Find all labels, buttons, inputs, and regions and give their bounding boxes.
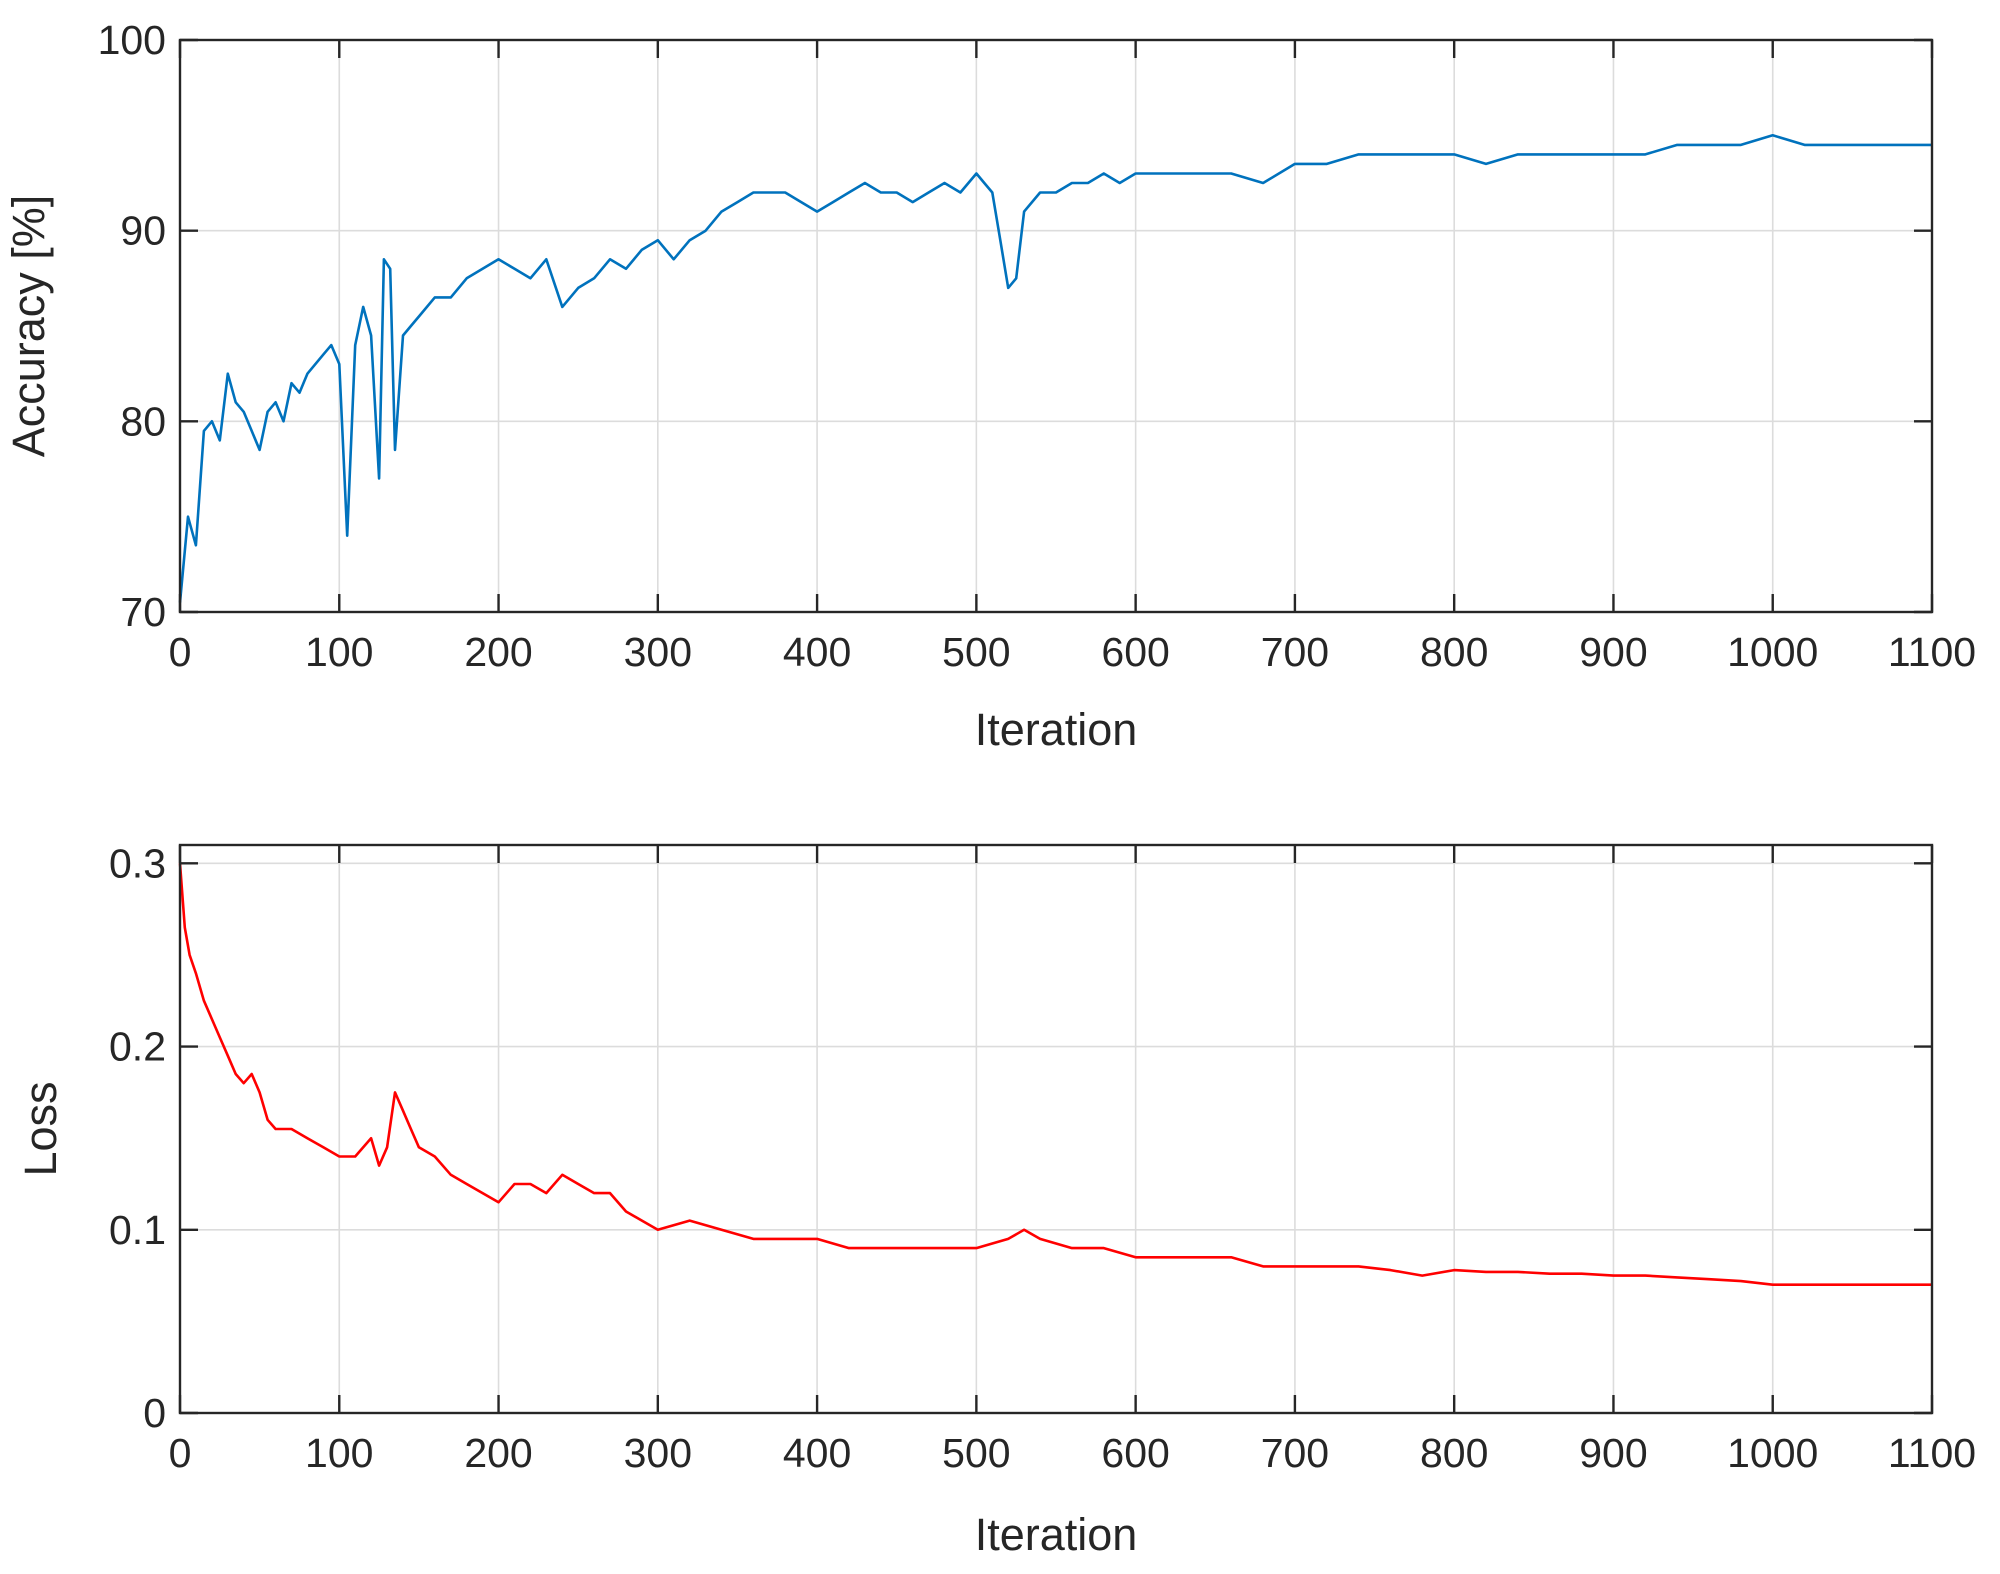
x-tick-label: 1000: [1727, 1430, 1818, 1476]
x-tick-label: 300: [624, 1430, 692, 1476]
x-tick-label: 500: [942, 1430, 1010, 1476]
x-axis-label: Iteration: [975, 1509, 1138, 1560]
y-tick-label: 90: [120, 208, 166, 254]
x-tick-label: 500: [942, 629, 1010, 675]
x-tick-label: 100: [305, 1430, 373, 1476]
x-axis-label: Iteration: [975, 704, 1138, 755]
x-tick-label: 1100: [1888, 629, 1976, 675]
y-tick-label: 0.2: [109, 1024, 166, 1070]
y-tick-label: 0.3: [109, 840, 166, 886]
x-tick-label: 900: [1579, 629, 1647, 675]
y-axis-label: Accuracy [%]: [3, 195, 54, 458]
x-tick-label: 600: [1101, 629, 1169, 675]
x-tick-label: 400: [783, 629, 851, 675]
series-line-accuracy: [178, 134, 1932, 603]
x-tick-label: 800: [1420, 1430, 1488, 1476]
x-tick-label: 700: [1261, 1430, 1329, 1476]
accuracy-chart: 0 100 200 300 400 500 600 700 800 900 1000 1100 70 80…: [3, 17, 1976, 755]
x-tick-label: 600: [1101, 1430, 1169, 1476]
y-tick-label: 0.1: [109, 1207, 166, 1253]
x-tick-label: 300: [624, 629, 692, 675]
y-tick-label: 0: [143, 1390, 166, 1436]
y-tick-label: 80: [120, 398, 166, 444]
x-tick-label: 400: [783, 1430, 851, 1476]
y-tick-label: 70: [120, 589, 166, 635]
axes-frame: [178, 38, 1934, 614]
axes-frame: [178, 843, 1934, 1415]
x-tick-label: 900: [1579, 1430, 1647, 1476]
y-tick-label: 100: [98, 17, 166, 63]
loss-chart: 0 100 200 300 400 500 600 700 800 900 1000 1100 0 0.1…: [15, 840, 1976, 1560]
x-tick-label: 1100: [1888, 1430, 1976, 1476]
x-tick-label: 200: [464, 629, 532, 675]
x-tick-label: 700: [1261, 629, 1329, 675]
x-tick-label: 100: [305, 629, 373, 675]
x-tick-label: 0: [169, 1430, 192, 1476]
y-axis-label: Loss: [15, 1081, 66, 1176]
x-tick-label: 800: [1420, 629, 1488, 675]
x-tick-label: 1000: [1727, 629, 1818, 675]
series-line-loss: [178, 863, 1932, 1286]
x-tick-label: 0: [169, 629, 192, 675]
x-tick-label: 200: [464, 1430, 532, 1476]
